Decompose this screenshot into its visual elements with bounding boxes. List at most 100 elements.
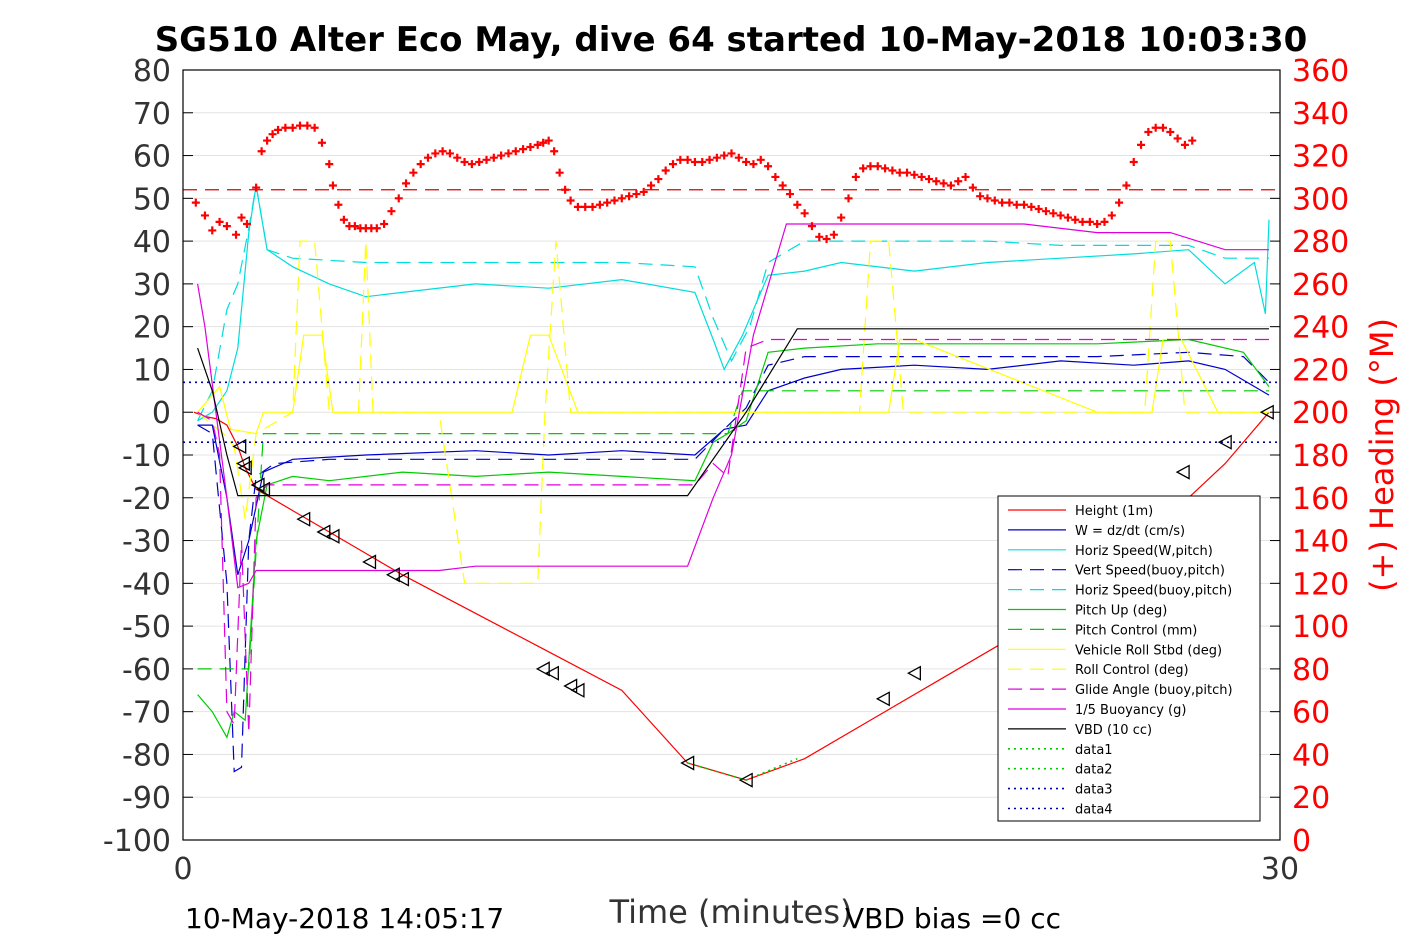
heading-point [1071,215,1080,224]
heading-layer [183,122,1280,243]
heading-point [482,155,491,164]
heading-point [200,211,209,220]
left-tick-label: -40 [122,567,171,602]
heading-point [539,138,548,147]
right-tick-label: 120 [1292,567,1349,602]
event-marker [250,477,265,493]
heading-point [1020,200,1029,209]
heading-point [303,121,312,130]
heading-point [800,209,809,218]
event-marker [395,571,410,587]
series-line-5 [197,338,1270,739]
heading-point [742,157,751,166]
event-marker [570,682,585,698]
heading-point [734,153,743,162]
event-marker [232,438,247,455]
event-marker [237,460,252,476]
left-tick-label: -20 [122,482,171,517]
left-tick-label: -90 [122,781,171,816]
heading-point [617,194,626,203]
legend-label-3: Vert Speed(buoy,pitch) [1075,564,1225,579]
legend-label-14: data3 [1075,783,1113,798]
heading-point [815,232,824,241]
legend-label-9: Glide Angle (buoy,pitch) [1075,683,1233,698]
heading-point [438,147,447,156]
legend-label-6: Pitch Control (mm) [1075,623,1197,638]
left-tick-label: 30 [133,268,171,303]
right-tick-label: 200 [1292,396,1349,431]
series-line-1 [197,360,1270,575]
footer-vbd-bias: VBD bias =0 cc [845,902,1061,935]
heading-point [1158,123,1167,132]
heading-point [263,136,272,145]
heading-point [676,155,685,164]
x-tick-label: 30 [1261,852,1299,887]
legend-label-10: 1/5 Buoyancy (g) [1075,703,1186,718]
heading-point [1115,198,1124,207]
heading-point [764,162,773,171]
heading-point [881,164,890,173]
event-marker [875,691,890,707]
right-tick-label: 40 [1292,738,1330,773]
right-tick-label: 60 [1292,696,1330,731]
heading-point [281,123,290,132]
heading-point [581,202,590,211]
heading-point [1166,128,1175,137]
heading-point [339,215,348,224]
heading-point [983,194,992,203]
heading-point [453,153,462,162]
event-marker [680,755,695,771]
right-tick-label: 340 [1292,97,1349,132]
heading-point [786,190,795,199]
legend-label-12: data1 [1075,743,1113,758]
heading-point [380,220,389,228]
right-tick-label: 180 [1292,439,1349,474]
heading-point [460,157,469,166]
heading-point [497,151,506,160]
right-tick-label: 300 [1292,182,1349,217]
chart-title: SG510 Alter Eco May, dive 64 started 10-… [155,20,1308,60]
right-tick-label: 20 [1292,781,1330,816]
heading-point [1005,198,1014,207]
x-tick-label: 0 [173,852,192,887]
heading-point [1137,140,1146,149]
heading-point [712,153,721,162]
heading-point [771,172,780,181]
heading-point [822,234,831,243]
heading-point [1034,205,1043,214]
heading-point [778,181,787,190]
heading-point [851,172,860,181]
left-tick-label: -50 [122,610,171,645]
event-marker [544,665,559,681]
right-tick-label: 220 [1292,353,1349,388]
heading-point [1180,140,1189,149]
right-tick-label: 80 [1292,653,1330,688]
left-axis: 80 70 60 50 40 30 20 10 0 -10 -20 -30 -40 -50 -60 -70 -8… [103,54,193,859]
heading-point [939,179,948,188]
heading-point [1188,136,1197,145]
heading-point [720,151,729,160]
legend-label-7: Vehicle Roll Stbd (deg) [1075,643,1222,658]
left-tick-label: -10 [122,439,171,474]
right-tick-label: 160 [1292,482,1349,517]
heading-point [910,170,919,179]
right-tick-label: 260 [1292,268,1349,303]
heading-point [1012,200,1021,209]
heading-point [573,202,582,211]
right-tick-label: 320 [1292,140,1349,175]
heading-point [544,136,553,145]
legend-label-15: data4 [1075,803,1113,818]
heading-point [873,162,882,171]
heading-point [632,190,641,199]
legend: Height (1m) W = dz/dt (cm/s) Horiz Speed(W… [997,495,1261,822]
heading-point [1049,209,1058,218]
legend-label-4: Horiz Speed(buoy,pitch) [1075,584,1232,599]
heading-point [998,198,1007,207]
event-marker [316,524,331,540]
heading-point [310,123,319,132]
heading-point [431,149,440,158]
heading-point [1144,128,1153,137]
event-marker [235,455,250,472]
left-tick-label: 80 [133,54,171,89]
